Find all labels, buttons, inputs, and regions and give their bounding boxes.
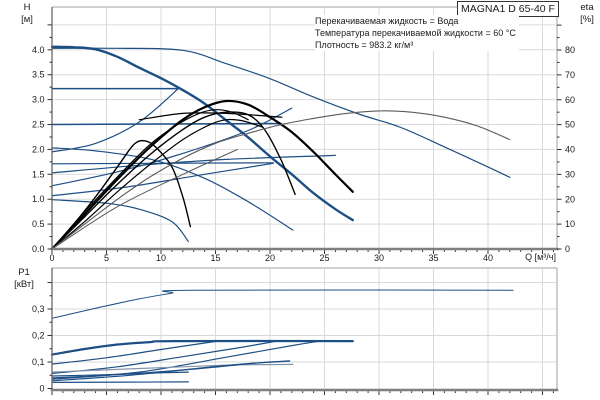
curve-eta-curve-parallel bbox=[51, 110, 511, 250]
curve-prop-pressure-3 bbox=[51, 162, 274, 197]
curve-eta-curve-4 bbox=[51, 109, 249, 250]
curve-max-curve-parallel bbox=[51, 47, 511, 178]
annotation-density: Плотность = 983.2 кг/м³ bbox=[315, 40, 414, 50]
q-tick-label: 30 bbox=[374, 253, 384, 263]
h-axis-name: H bbox=[23, 2, 31, 13]
curve-p1-max-single bbox=[50, 339, 354, 356]
eta-tick-label: 10 bbox=[565, 219, 575, 229]
h-tick-label: 0.0 bbox=[32, 244, 45, 254]
p1-tick-label: 0,2 bbox=[32, 331, 45, 341]
curve-eta-flat-top bbox=[138, 112, 283, 121]
curve-const-pressure-1.7 bbox=[51, 162, 274, 165]
curve-prop-pressure-1 bbox=[51, 88, 179, 153]
annotation-fluid: Перекачиваемая жидкость = Вода bbox=[315, 16, 459, 26]
p1-tick-label: 0,3 bbox=[32, 304, 45, 314]
curve-min-curve-single bbox=[51, 199, 189, 243]
h-axis-label: H [м] bbox=[12, 2, 42, 25]
curve-prop-pressure-4 bbox=[51, 154, 336, 174]
eta-tick-label: 60 bbox=[565, 95, 575, 105]
curve-max-curve-single bbox=[50, 45, 354, 222]
curve-eta-curve-5 bbox=[51, 118, 263, 250]
eta-tick-label: 50 bbox=[565, 120, 575, 130]
h-tick-label: 4.0 bbox=[32, 45, 45, 55]
q-tick-label: 25 bbox=[319, 253, 329, 263]
q-tick-label: 15 bbox=[210, 253, 220, 263]
q-tick-label: 10 bbox=[156, 253, 166, 263]
p1-axis-name: P1 bbox=[18, 267, 30, 278]
h-tick-label: 3.0 bbox=[32, 95, 45, 105]
h-tick-label: 2.5 bbox=[32, 120, 45, 130]
eta-axis-name: eta bbox=[580, 2, 594, 13]
eta-axis-unit: [%] bbox=[580, 13, 594, 25]
operating-conditions: Перекачиваемая жидкость = Вода Температу… bbox=[315, 15, 519, 51]
p1-tick-label: 0 bbox=[39, 384, 44, 394]
p1-tick-label: 0,1 bbox=[32, 357, 45, 367]
q-tick-label: 0 bbox=[49, 253, 54, 263]
h-axis-unit: [м] bbox=[21, 13, 33, 25]
p1-axis-unit: [кВт] bbox=[14, 278, 34, 290]
h-tick-label: 3.5 bbox=[32, 70, 45, 80]
curve-p1-gray bbox=[51, 363, 294, 373]
q-tick-label: 40 bbox=[483, 253, 493, 263]
h-tick-label: 1.5 bbox=[32, 169, 45, 179]
q-tick-label: 5 bbox=[104, 253, 109, 263]
eta-tick-label: 80 bbox=[565, 45, 575, 55]
annotation-temperature: Температура перекачиваемой жидкости = 60… bbox=[315, 28, 516, 38]
curve-mid-speed-curve bbox=[51, 147, 294, 231]
curve-eta-curve-3 bbox=[51, 139, 192, 250]
p1-axis-label: P1 [кВт] bbox=[5, 267, 43, 290]
eta-tick-label: 0 bbox=[565, 244, 570, 254]
curve-eta-diagonal bbox=[51, 149, 238, 250]
eta-tick-label: 40 bbox=[565, 145, 575, 155]
h-tick-label: 2.0 bbox=[32, 144, 45, 154]
curve-eta-curve-1 bbox=[50, 99, 354, 251]
eta-tick-label: 20 bbox=[565, 194, 575, 204]
curve-p1-parallel bbox=[51, 289, 514, 319]
curve-const-pressure-2.5 bbox=[51, 122, 282, 126]
h-tick-label: 0.5 bbox=[32, 219, 45, 229]
h-tick-label: 1.0 bbox=[32, 194, 45, 204]
eta-axis-label: eta [%] bbox=[574, 2, 600, 25]
curve-eta-curve-2 bbox=[51, 111, 296, 250]
q-axis-label: Q [м³/ч] bbox=[525, 252, 556, 262]
eta-tick-label: 70 bbox=[565, 70, 575, 80]
curve-p1-curve-4 bbox=[51, 340, 278, 374]
q-tick-label: 20 bbox=[265, 253, 275, 263]
curve-p1-curve-8 bbox=[51, 381, 189, 383]
q-tick-label: 35 bbox=[428, 253, 438, 263]
eta-tick-label: 30 bbox=[565, 169, 575, 179]
curve-p1-curve-3 bbox=[51, 340, 219, 365]
curve-p1-curve-10 bbox=[51, 360, 291, 379]
